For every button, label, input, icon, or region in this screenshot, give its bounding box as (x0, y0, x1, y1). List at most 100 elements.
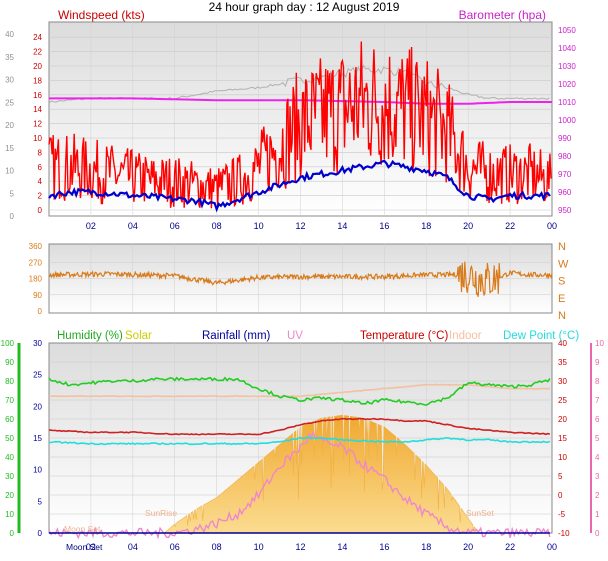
humidity-tick: 100 (1, 339, 15, 348)
wind-x-tick: 10 (254, 221, 264, 231)
uv-tick: 2 (595, 491, 600, 500)
wind-y-tick: 8 (38, 148, 43, 157)
wind-x-tick: 08 (212, 221, 222, 231)
humidity-tick: 0 (10, 529, 15, 538)
graph-title: 24 hour graph day : 12 August 2019 (209, 0, 400, 14)
humidity-tick: 70 (5, 396, 14, 405)
wind-x-tick: 20 (463, 221, 473, 231)
uv-tick: 9 (595, 358, 600, 367)
wind-x-tick: 02 (86, 221, 96, 231)
baro-y-tick: 990 (558, 134, 572, 143)
compass-tick: W (558, 258, 569, 270)
direction-line (48, 261, 553, 297)
temp-tick: 25 (558, 396, 567, 405)
wind-outer-tick: 30 (5, 76, 14, 85)
compass-tick: E (558, 293, 565, 305)
humidity-tick: 10 (5, 510, 14, 519)
solar-area (163, 415, 480, 534)
dewpoint-line (48, 436, 551, 446)
rain-tick: 20 (33, 402, 42, 411)
compass-tick: N (558, 310, 566, 322)
series-title: Solar (125, 330, 152, 342)
barometer-right-axis: 1050 1040 1030 1020 1010 1000 990 980 970 960 950 (558, 26, 576, 215)
wind-outer-tick: 25 (5, 98, 14, 107)
dir-y-tick: 360 (29, 242, 43, 251)
temp-tick: -10 (558, 529, 570, 538)
series-title: Indoor (449, 330, 482, 342)
direction-left-axis: 360 270 180 90 0 (29, 242, 43, 316)
wind-y-tick: 12 (33, 120, 42, 129)
uv-tick: 10 (595, 339, 604, 348)
wind-y-tick: 6 (38, 163, 43, 172)
uv-tick: 5 (595, 434, 600, 443)
wind-x-tick: 04 (128, 221, 138, 231)
uv-tick: 7 (595, 396, 600, 405)
dir-y-tick: 90 (33, 291, 42, 300)
temp-tick: 10 (558, 453, 567, 462)
rain-tick: 10 (33, 466, 42, 475)
multi-x-tick: 14 (337, 542, 347, 552)
baro-y-tick: 1010 (558, 98, 576, 107)
dir-y-tick: 0 (38, 307, 43, 316)
multi-x-tick: 18 (421, 542, 431, 552)
dir-y-tick: 180 (29, 275, 43, 284)
barometer-line (49, 97, 552, 105)
wind-outer-tick: 0 (10, 212, 15, 221)
direction-grid (49, 244, 552, 313)
temp-tick: 5 (558, 472, 563, 481)
multi-x-tick: 00 (547, 542, 557, 552)
windspeed-gust-line (48, 41, 552, 209)
wind-y-tick: 18 (33, 76, 42, 85)
humidity-tick: 40 (5, 453, 14, 462)
wind-outer-tick: 15 (5, 144, 14, 153)
humidity-tick: 30 (5, 472, 14, 481)
series-title: Dew Point (°C) (503, 330, 579, 342)
temperature-right-axis: 40 35 30 25 20 15 10 5 0 -5 -10 (558, 339, 570, 538)
wind-x-tick: 14 (337, 221, 347, 231)
multi-x-tick: 08 (212, 542, 222, 552)
temp-tick: -5 (558, 510, 566, 519)
wind-x-tick: 16 (379, 221, 389, 231)
temperature-line (48, 417, 551, 436)
uv-tick: 3 (595, 472, 600, 481)
rain-tick: 25 (33, 371, 42, 380)
baro-y-tick: 970 (558, 170, 572, 179)
sunrise-label: SunRise (145, 508, 177, 518)
temp-tick: 15 (558, 434, 567, 443)
wind-outer-tick: 35 (5, 53, 14, 62)
humidity-line (48, 376, 551, 406)
baro-y-tick: 980 (558, 152, 572, 161)
series-title: Humidity (%) (57, 330, 123, 342)
humidity-tick: 80 (5, 377, 14, 386)
multi-x-tick: 16 (379, 542, 389, 552)
barometer-title: Barometer (hpa) (459, 8, 546, 22)
wind-outer-tick: 20 (5, 121, 14, 130)
uv-tick: 0 (595, 529, 600, 538)
moonset-label: Moon Set (64, 524, 101, 534)
temp-tick: 30 (558, 377, 567, 386)
rain-tick: 30 (33, 339, 42, 348)
temp-tick: 35 (558, 358, 567, 367)
windspeed-avg-line (48, 159, 551, 213)
uv-tick: 6 (595, 415, 600, 424)
humidity-tick: 20 (5, 491, 14, 500)
wind-y-tick: 20 (33, 62, 42, 71)
wind-y-tick: 22 (33, 48, 42, 57)
astro-annotations: Moon Set Moon Set SunRise SunSet (64, 508, 495, 552)
wind-y-tick: 16 (33, 91, 42, 100)
series-title: Temperature (°C) (360, 330, 448, 342)
wind-y-tick: 14 (33, 105, 42, 114)
multi-x-tick: 12 (295, 542, 305, 552)
temp-tick: 0 (558, 491, 563, 500)
rain-tick: 0 (38, 529, 43, 538)
baro-y-tick: 1040 (558, 44, 576, 53)
rain-tick: 15 (33, 434, 42, 443)
humidity-tick: 60 (5, 415, 14, 424)
dir-y-tick: 270 (29, 258, 43, 267)
rain-left-axis: 30 25 20 15 10 5 0 (33, 339, 42, 538)
wind-y-tick: 0 (38, 206, 43, 215)
